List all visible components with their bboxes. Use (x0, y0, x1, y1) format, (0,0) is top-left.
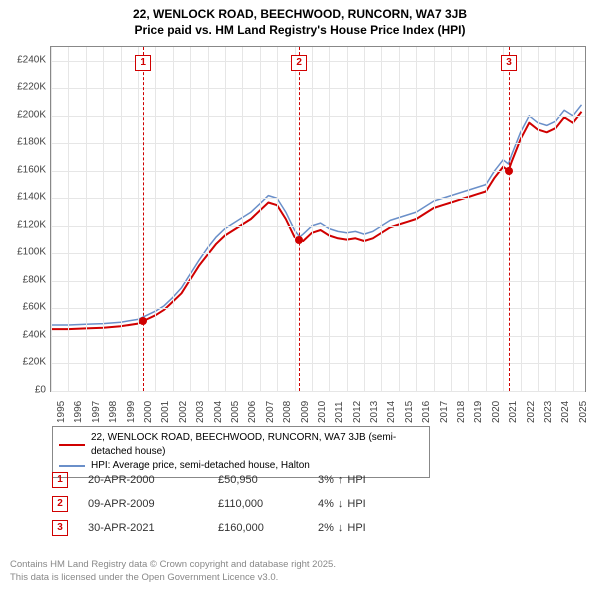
x-axis-label: 2002 (178, 403, 189, 423)
footer-line-1: Contains HM Land Registry data © Crown c… (10, 559, 336, 571)
marker-table: 1 20-APR-2000 £50,950 3% ↑ HPI 2 09-APR-… (52, 468, 552, 540)
x-axis-label: 2017 (439, 403, 450, 423)
marker-direction: 3% ↑ HPI (318, 474, 428, 486)
x-axis-label: 2005 (230, 403, 241, 423)
chart-title: 22, WENLOCK ROAD, BEECHWOOD, RUNCORN, WA… (0, 0, 600, 38)
y-axis-label: £180K (6, 137, 46, 148)
legend-item-price-paid: 22, WENLOCK ROAD, BEECHWOOD, RUNCORN, WA… (59, 431, 423, 459)
marker-vline (509, 47, 510, 391)
x-axis-label: 2013 (369, 403, 380, 423)
x-axis-label: 2000 (143, 403, 154, 423)
marker-direction: 4% ↓ HPI (318, 498, 428, 510)
marker-point (139, 317, 147, 325)
marker-vline (143, 47, 144, 391)
marker-point (505, 167, 513, 175)
y-axis-label: £20K (6, 357, 46, 368)
marker-number: 2 (52, 496, 68, 512)
arrow-up-icon: ↑ (338, 474, 344, 486)
x-axis-label: 2020 (491, 403, 502, 423)
x-axis-label: 2011 (334, 403, 345, 423)
y-axis-label: £100K (6, 247, 46, 258)
arrow-down-icon: ↓ (338, 522, 344, 534)
marker-number: 1 (52, 472, 68, 488)
x-axis-label: 1996 (73, 403, 84, 423)
marker-price: £110,000 (218, 498, 298, 510)
x-axis-label: 2009 (300, 403, 311, 423)
x-axis-label: 1999 (126, 403, 137, 423)
marker-flag: 2 (291, 55, 307, 71)
x-axis-label: 2021 (508, 403, 519, 423)
legend-label: 22, WENLOCK ROAD, BEECHWOOD, RUNCORN, WA… (91, 431, 423, 459)
x-axis-label: 2012 (352, 403, 363, 423)
x-axis-label: 1995 (56, 403, 67, 423)
x-axis-label: 2024 (560, 403, 571, 423)
arrow-down-icon: ↓ (338, 498, 344, 510)
y-axis-label: £120K (6, 219, 46, 230)
y-axis-label: £60K (6, 302, 46, 313)
marker-number: 3 (52, 520, 68, 536)
footer-line-2: This data is licensed under the Open Gov… (10, 572, 336, 584)
marker-price: £160,000 (218, 522, 298, 534)
marker-row: 1 20-APR-2000 £50,950 3% ↑ HPI (52, 468, 552, 492)
legend-swatch (59, 465, 85, 467)
x-axis-label: 2003 (195, 403, 206, 423)
marker-date: 30-APR-2021 (88, 522, 198, 534)
marker-point (295, 236, 303, 244)
x-axis-label: 2010 (317, 403, 328, 423)
marker-row: 3 30-APR-2021 £160,000 2% ↓ HPI (52, 516, 552, 540)
x-axis-label: 2008 (282, 403, 293, 423)
x-axis-label: 2025 (578, 403, 589, 423)
y-axis-label: £200K (6, 109, 46, 120)
y-axis-label: £80K (6, 274, 46, 285)
y-axis-label: £0 (6, 385, 46, 396)
x-axis-label: 2014 (386, 403, 397, 423)
x-axis-label: 2019 (473, 403, 484, 423)
x-axis-label: 2001 (160, 403, 171, 423)
marker-vline (299, 47, 300, 391)
chart: 1 2 3 £0 £20K £40K £60K £80K £100K £120K £140K £16… (8, 46, 592, 416)
legend-swatch (59, 444, 85, 446)
x-axis-label: 1997 (91, 403, 102, 423)
plot-area: 1 2 3 (50, 46, 586, 392)
x-axis-label: 2018 (456, 403, 467, 423)
y-axis-label: £240K (6, 54, 46, 65)
chart-lines (51, 47, 585, 391)
footer: Contains HM Land Registry data © Crown c… (10, 559, 336, 584)
y-axis-label: £40K (6, 329, 46, 340)
marker-row: 2 09-APR-2009 £110,000 4% ↓ HPI (52, 492, 552, 516)
x-axis-label: 2016 (421, 403, 432, 423)
x-axis-label: 2006 (247, 403, 258, 423)
title-line-1: 22, WENLOCK ROAD, BEECHWOOD, RUNCORN, WA… (0, 6, 600, 22)
x-axis-label: 2004 (213, 403, 224, 423)
marker-flag: 1 (135, 55, 151, 71)
y-axis-label: £220K (6, 82, 46, 93)
x-axis-label: 1998 (108, 403, 119, 423)
marker-flag: 3 (501, 55, 517, 71)
marker-date: 20-APR-2000 (88, 474, 198, 486)
x-axis-label: 2023 (543, 403, 554, 423)
marker-price: £50,950 (218, 474, 298, 486)
marker-direction: 2% ↓ HPI (318, 522, 428, 534)
x-axis-label: 2022 (526, 403, 537, 423)
marker-date: 09-APR-2009 (88, 498, 198, 510)
x-axis-label: 2007 (265, 403, 276, 423)
y-axis-label: £160K (6, 164, 46, 175)
x-axis-label: 2015 (404, 403, 415, 423)
title-line-2: Price paid vs. HM Land Registry's House … (0, 22, 600, 38)
y-axis-label: £140K (6, 192, 46, 203)
series-hpi (51, 105, 582, 325)
